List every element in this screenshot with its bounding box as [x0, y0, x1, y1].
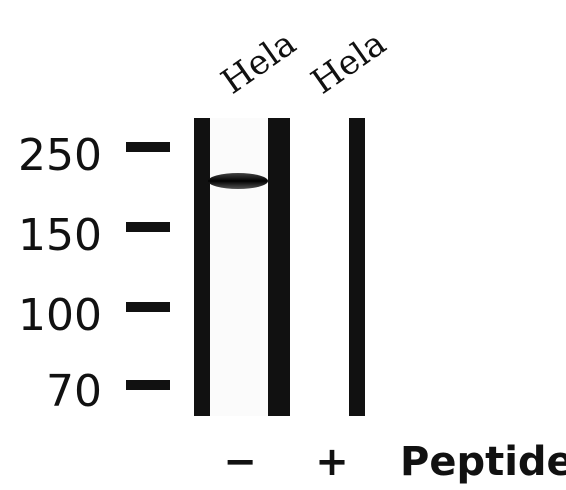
protein-band	[208, 173, 268, 189]
lane	[210, 118, 268, 416]
marker-label: 100	[18, 290, 102, 341]
lane-edge	[268, 118, 290, 416]
blot-figure: Hela Hela 250 150 100 70 − + Peptide	[0, 0, 566, 490]
marker-dash	[126, 302, 170, 312]
lane-label: Hela	[304, 23, 393, 102]
peptide-label: Peptide	[400, 439, 566, 485]
marker-dash	[126, 222, 170, 232]
lane-label: Hela	[214, 23, 303, 102]
marker-dash	[126, 380, 170, 390]
marker-label: 250	[18, 130, 102, 181]
lane-edge	[349, 118, 365, 416]
peptide-sign: +	[315, 439, 349, 485]
marker-dash	[126, 142, 170, 152]
marker-label: 70	[46, 366, 102, 417]
peptide-sign: −	[223, 439, 257, 485]
marker-label: 150	[18, 210, 102, 261]
lane-edge	[194, 118, 210, 416]
